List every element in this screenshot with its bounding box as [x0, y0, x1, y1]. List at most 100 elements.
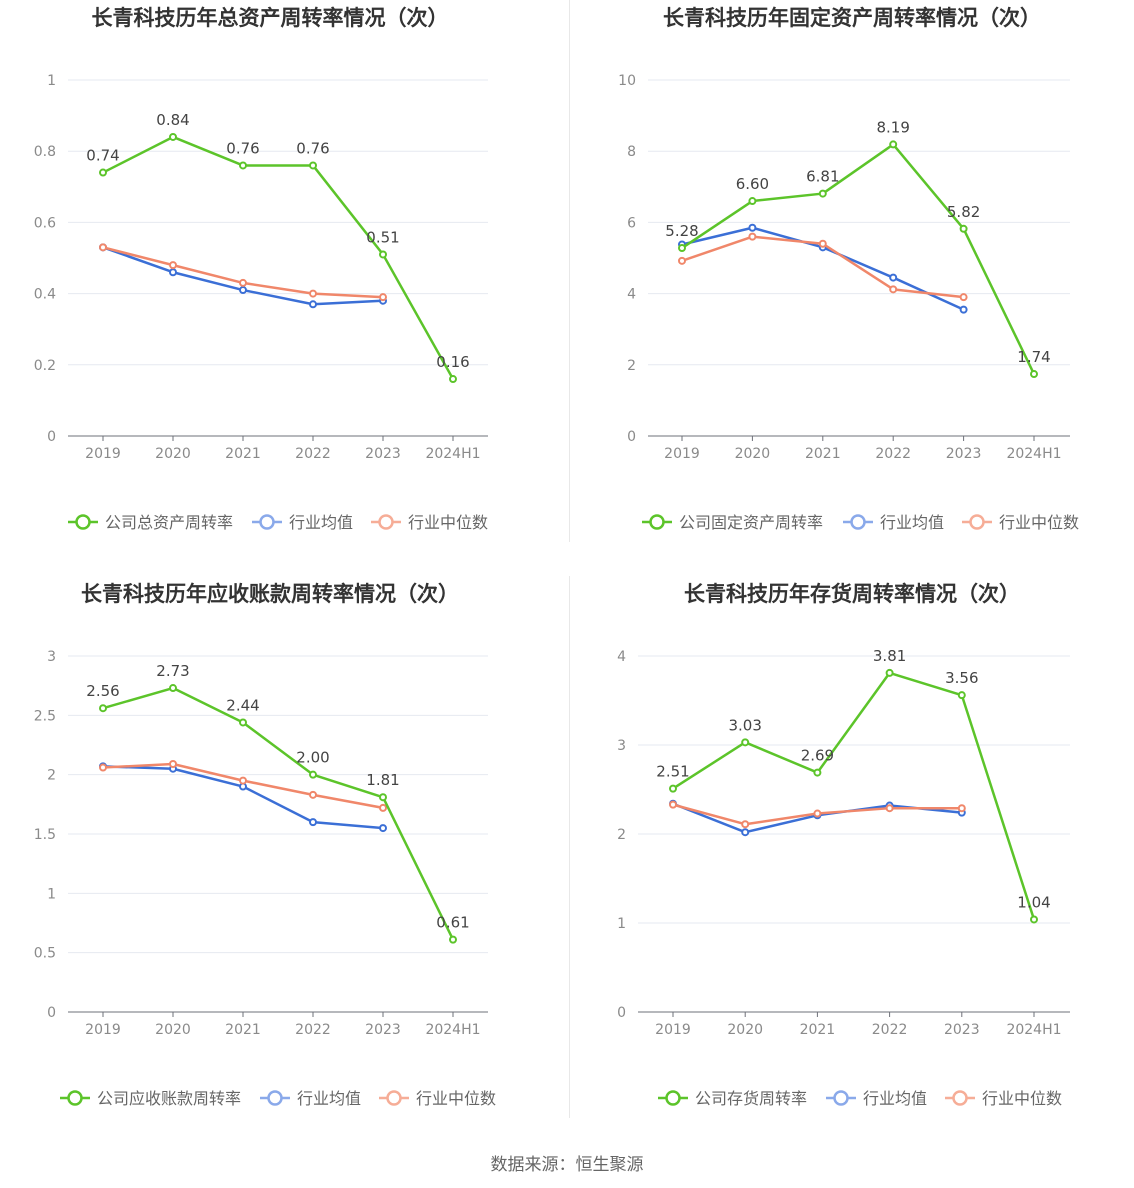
data-point[interactable] — [239, 161, 247, 170]
data-point[interactable] — [169, 132, 177, 141]
data-point[interactable] — [741, 738, 750, 747]
x-tick-label: 2019 — [85, 446, 121, 462]
data-point[interactable] — [678, 256, 686, 265]
data-label: 5.28 — [665, 222, 698, 240]
data-point[interactable] — [885, 668, 894, 677]
data-label: 2.44 — [226, 696, 259, 714]
legend-company[interactable]: 公司应收账款周转率 — [60, 1089, 241, 1108]
legend-median[interactable]: 行业中位数 — [962, 513, 1079, 532]
data-point[interactable] — [748, 223, 757, 232]
legend-avg[interactable]: 行业均值 — [843, 513, 944, 532]
data-point[interactable] — [239, 278, 247, 287]
legend-label: 行业均值 — [863, 1089, 927, 1108]
data-point[interactable] — [669, 800, 677, 809]
y-tick-label: 4 — [627, 287, 636, 303]
x-tick-label: 2019 — [655, 1022, 691, 1038]
data-label: 0.84 — [156, 111, 189, 129]
data-point[interactable] — [379, 824, 387, 833]
data-point[interactable] — [309, 790, 317, 799]
data-label: 0.51 — [366, 228, 399, 246]
data-label: 0.61 — [436, 914, 469, 932]
data-point[interactable] — [449, 375, 457, 384]
data-point[interactable] — [169, 261, 177, 270]
data-point[interactable] — [99, 243, 107, 252]
legend-marker — [267, 1090, 283, 1106]
x-tick-label: 2020 — [735, 446, 771, 462]
x-tick-label: 2020 — [155, 1022, 191, 1038]
legend-company[interactable]: 公司固定资产周转率 — [642, 513, 823, 532]
x-tick-label: 2023 — [944, 1022, 980, 1038]
legend-avg[interactable]: 行业均值 — [260, 1089, 361, 1108]
data-point[interactable] — [959, 293, 968, 302]
x-tick-label: 2020 — [155, 446, 191, 462]
data-point[interactable] — [748, 197, 757, 206]
data-point[interactable] — [309, 161, 317, 170]
data-point[interactable] — [449, 935, 457, 944]
data-point[interactable] — [309, 818, 317, 827]
data-point[interactable] — [957, 804, 966, 813]
data-point[interactable] — [1030, 370, 1038, 379]
legend-median[interactable]: 行业中位数 — [379, 1089, 496, 1108]
data-point[interactable] — [748, 232, 757, 241]
legend-avg[interactable]: 行业均值 — [252, 513, 353, 532]
data-point[interactable] — [379, 793, 387, 802]
data-point[interactable] — [99, 763, 107, 772]
legend-label: 公司固定资产周转率 — [679, 513, 823, 532]
data-point[interactable] — [379, 293, 387, 302]
y-tick-label: 0.4 — [34, 287, 56, 303]
data-point[interactable] — [959, 224, 968, 233]
legend-median[interactable]: 行业中位数 — [945, 1089, 1062, 1108]
data-point[interactable] — [309, 289, 317, 298]
data-point[interactable] — [818, 189, 827, 198]
data-point[interactable] — [813, 809, 822, 818]
data-label: 2.69 — [801, 747, 834, 765]
data-point[interactable] — [239, 776, 247, 785]
data-point[interactable] — [741, 820, 750, 829]
data-point[interactable] — [309, 300, 317, 309]
y-tick-label: 0 — [47, 429, 56, 445]
data-point[interactable] — [99, 704, 107, 713]
data-point[interactable] — [379, 250, 387, 259]
y-tick-label: 2 — [627, 358, 636, 374]
data-point[interactable] — [889, 273, 898, 282]
data-point[interactable] — [957, 691, 966, 700]
data-point[interactable] — [669, 784, 677, 793]
legend-company[interactable]: 公司总资产周转率 — [68, 513, 233, 532]
y-tick-label: 1.5 — [34, 827, 56, 843]
data-point[interactable] — [309, 770, 317, 779]
chart-title: 长青科技历年固定资产周转率情况（次） — [663, 6, 1041, 30]
legend-marker — [649, 514, 665, 530]
data-point[interactable] — [889, 140, 898, 149]
y-tick-label: 2 — [617, 827, 626, 843]
data-point[interactable] — [379, 803, 387, 812]
data-label: 0.76 — [296, 139, 329, 157]
data-point[interactable] — [885, 804, 894, 813]
data-point[interactable] — [99, 168, 107, 177]
legend-marker — [67, 1090, 83, 1106]
data-label: 0.74 — [86, 147, 119, 165]
legend-marker — [386, 1090, 402, 1106]
x-tick-label: 2024H1 — [425, 446, 480, 462]
legend-avg[interactable]: 行业均值 — [826, 1089, 927, 1108]
series-line — [102, 135, 455, 380]
data-point[interactable] — [889, 285, 898, 294]
legend-marker — [833, 1090, 849, 1106]
legend-label: 公司存货周转率 — [695, 1089, 807, 1108]
legend-marker — [952, 1090, 968, 1106]
data-point[interactable] — [239, 286, 247, 295]
legend-median[interactable]: 行业中位数 — [371, 513, 488, 532]
data-point[interactable] — [169, 268, 177, 277]
data-point[interactable] — [813, 768, 822, 777]
data-point[interactable] — [1030, 915, 1038, 924]
data-point[interactable] — [741, 828, 750, 837]
y-tick-label: 1 — [617, 916, 626, 932]
legend-company[interactable]: 公司存货周转率 — [658, 1089, 807, 1108]
series-line — [102, 686, 455, 941]
data-point[interactable] — [169, 759, 177, 768]
data-point[interactable] — [959, 305, 968, 314]
data-point[interactable] — [169, 684, 177, 693]
data-point[interactable] — [239, 718, 247, 727]
data-point[interactable] — [678, 244, 686, 253]
x-tick-label: 2019 — [85, 1022, 121, 1038]
data-point[interactable] — [818, 239, 827, 248]
